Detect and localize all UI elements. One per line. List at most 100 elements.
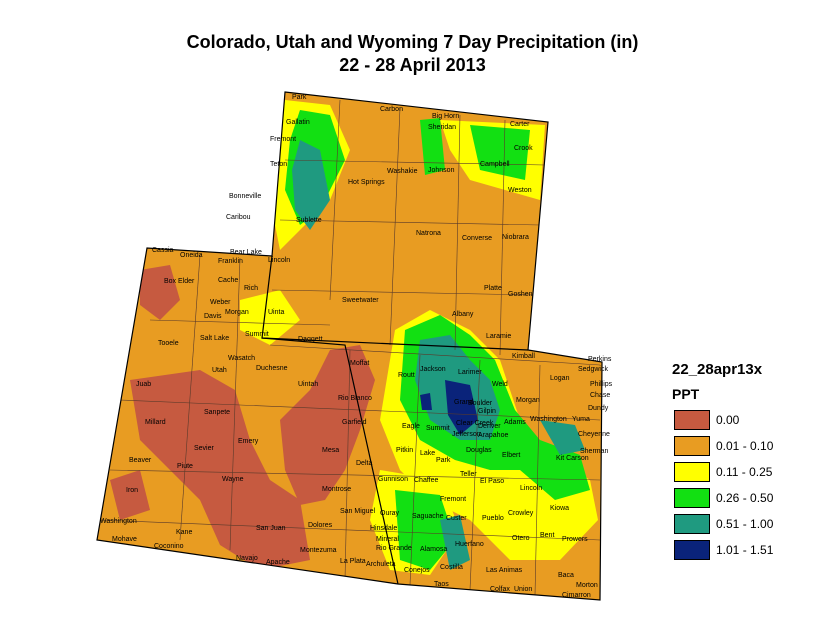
county-label: Teton	[270, 161, 287, 168]
county-label: Laramie	[486, 333, 511, 340]
county-label: Gilpin	[478, 408, 496, 415]
county-label: Morton	[576, 582, 598, 589]
county-label: Johnson	[428, 167, 455, 174]
county-label: El Paso	[480, 478, 504, 485]
county-label: Elbert	[502, 452, 520, 459]
legend-swatch	[674, 462, 710, 482]
precipitation-fill	[97, 92, 602, 600]
county-label: Gunnison	[378, 476, 408, 483]
county-label: Dolores	[308, 522, 333, 529]
county-label: Tooele	[158, 340, 179, 347]
county-label: Franklin	[218, 258, 243, 265]
county-label: Mohave	[112, 536, 137, 543]
county-label: Grand	[454, 399, 474, 406]
legend-swatch	[674, 410, 710, 430]
county-label: Baca	[558, 572, 574, 579]
county-label: Utah	[212, 367, 227, 374]
legend-label: 0.11 - 0.25	[716, 465, 773, 479]
county-label: Rio Grande	[376, 545, 412, 552]
county-label: Converse	[462, 235, 492, 242]
county-label: Summit	[245, 331, 269, 338]
county-label: Chase	[590, 392, 610, 399]
county-label: Apache	[266, 559, 290, 566]
legend-swatch	[674, 514, 710, 534]
county-label: Cimarron	[562, 592, 591, 599]
county-label: Crowley	[508, 510, 534, 517]
county-label: Wayne	[222, 476, 244, 483]
county-label: Bear Lake	[230, 249, 262, 256]
county-label: Sedgwick	[578, 366, 608, 373]
county-label: Washington	[530, 416, 567, 423]
county-label: Saguache	[412, 513, 444, 520]
county-label: Kit Carson	[556, 455, 589, 462]
county-label: Kiowa	[550, 505, 569, 512]
legend-field-name: PPT	[672, 386, 700, 402]
county-label: Goshen	[508, 291, 533, 298]
county-label: Salt Lake	[200, 335, 229, 342]
county-label: Denver	[478, 423, 501, 430]
county-label: Montezuma	[300, 547, 337, 554]
county-label: Mesa	[322, 447, 339, 454]
county-label: San Miguel	[340, 508, 375, 515]
legend-label: 1.01 - 1.51	[716, 543, 774, 557]
county-label: Sanpete	[204, 409, 230, 416]
county-label: Weld	[492, 381, 508, 388]
county-label: Hinsdale	[370, 525, 397, 532]
county-label: Summit	[426, 425, 450, 432]
county-label: Colfax	[490, 586, 510, 593]
legend: 22_28apr13x PPT 0.00 0.01 - 0.10 0.11 - 0.…	[672, 360, 822, 560]
county-label: Navajo	[236, 555, 258, 562]
county-label: Lake	[420, 450, 435, 457]
county-label: Bent	[540, 532, 554, 539]
legend-item: 0.01 - 0.10	[672, 436, 822, 458]
county-boundaries	[99, 99, 601, 596]
county-label: Costilla	[440, 564, 463, 571]
county-label: Teller	[460, 471, 477, 478]
county-label: Crook	[514, 145, 533, 152]
county-label: Pitkin	[396, 447, 413, 454]
county-label: Mineral	[376, 536, 399, 543]
county-label: Millard	[145, 419, 166, 426]
county-label: Dundy	[588, 405, 609, 412]
legend-swatch	[674, 540, 710, 560]
legend-swatch	[674, 436, 710, 456]
legend-label: 0.51 - 1.00	[716, 517, 774, 531]
county-label: Campbell	[480, 161, 510, 168]
county-label: Garfield	[342, 419, 367, 426]
county-label: Fremont	[440, 496, 466, 503]
county-label: Box Elder	[164, 278, 195, 285]
county-label: Cassia	[152, 247, 174, 254]
county-label: Beaver	[129, 457, 152, 464]
county-label: Boulder	[468, 400, 493, 407]
county-label: Fremont	[270, 136, 296, 143]
county-label: Davis	[204, 313, 222, 320]
county-label: Douglas	[466, 447, 492, 454]
county-label: Albany	[452, 311, 474, 318]
county-label: Big Horn	[432, 113, 459, 120]
county-label: Jackson	[420, 366, 446, 373]
legend-item: 0.11 - 0.25	[672, 462, 822, 484]
county-label: Pueblo	[482, 515, 504, 522]
county-labels: Park Gallatin Carbon Big Horn Sheridan C…	[100, 94, 613, 599]
county-label: La Plata	[340, 558, 366, 565]
county-label: Weber	[210, 299, 231, 306]
county-label: Emery	[238, 438, 259, 445]
county-label: Rich	[244, 285, 258, 292]
county-label: Sweetwater	[342, 297, 379, 304]
legend-label: 0.26 - 0.50	[716, 491, 774, 505]
county-label: Washington	[100, 518, 137, 525]
county-label: Duchesne	[256, 365, 288, 372]
county-label: Alamosa	[420, 546, 447, 553]
county-label: Park	[436, 457, 451, 464]
county-label: Carter	[510, 121, 530, 128]
county-label: Morgan	[225, 309, 249, 316]
county-label: Caribou	[226, 214, 251, 221]
county-label: Niobrara	[502, 234, 529, 241]
county-label: Ouray	[380, 510, 400, 517]
county-label: Lincoln	[520, 485, 542, 492]
county-label: Eagle	[402, 423, 420, 430]
county-label: Oneida	[180, 252, 203, 259]
county-label: Kane	[176, 529, 192, 536]
legend-item: 0.00	[672, 410, 822, 432]
county-label: Chaffee	[414, 477, 438, 484]
